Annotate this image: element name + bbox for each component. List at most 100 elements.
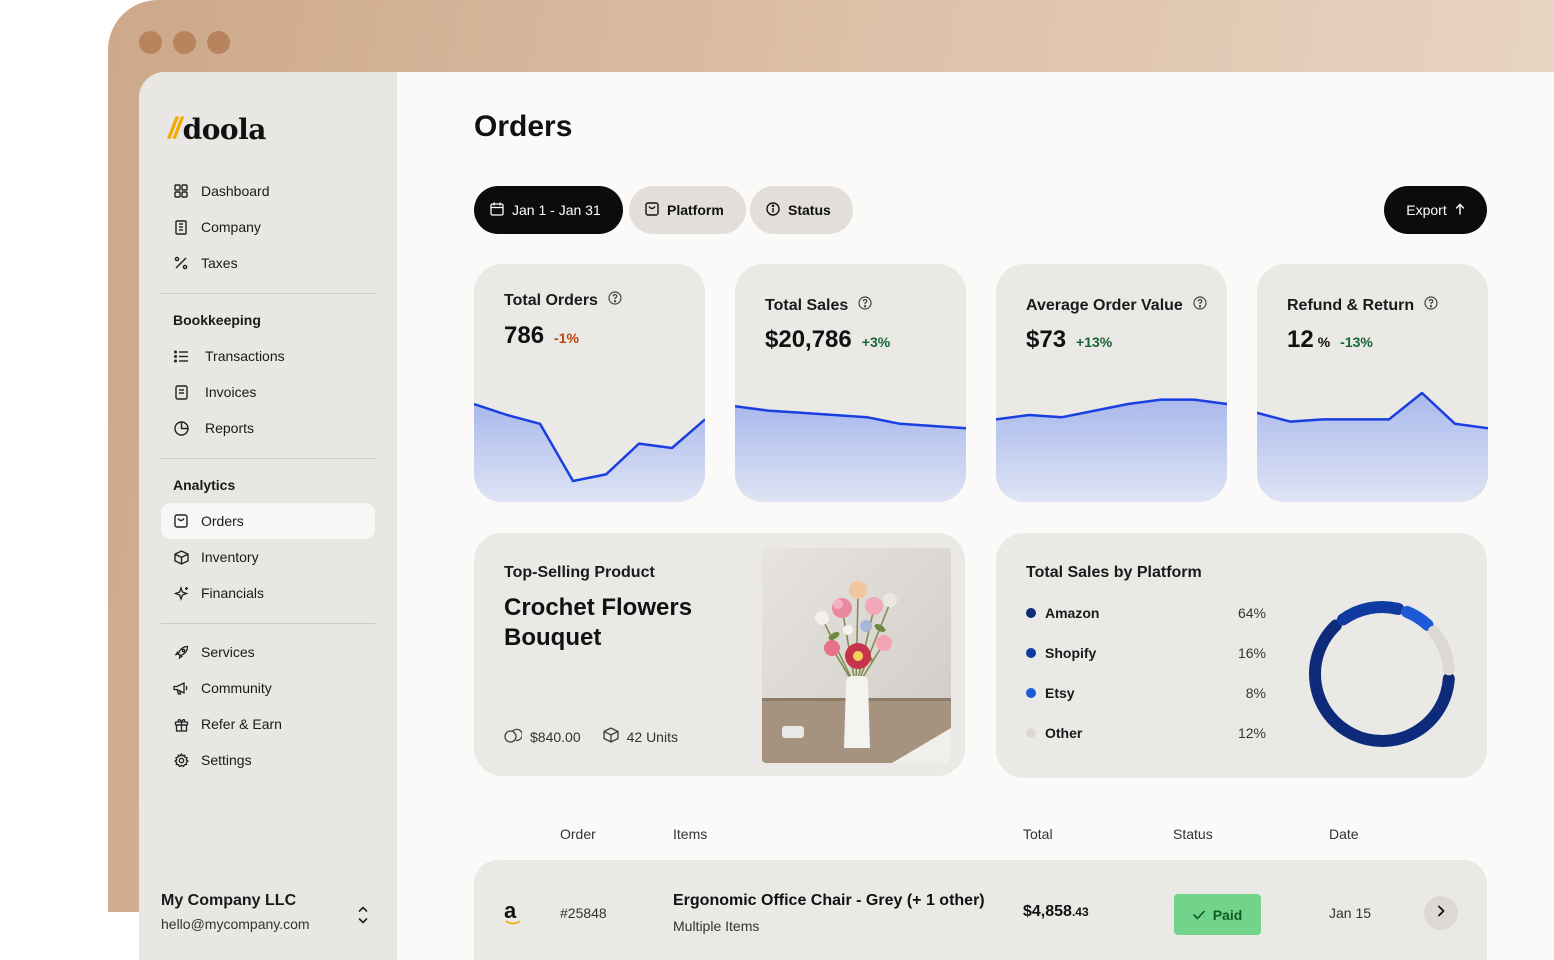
row-open-button[interactable]: [1424, 896, 1458, 930]
column-header-items[interactable]: Items: [673, 826, 708, 842]
section-title-analytics: Analytics: [173, 477, 236, 493]
product-photo: [762, 548, 951, 763]
sidebar-item-orders[interactable]: Orders: [161, 503, 375, 539]
kpi-value: $73: [1026, 326, 1067, 353]
platform-card-title: Total Sales by Platform: [1026, 564, 1202, 581]
kpi-card-average-order-value[interactable]: Average Order Value $73 +13%: [996, 264, 1227, 502]
kpi-title: Refund & Return: [1287, 296, 1415, 314]
platform-value: 12%: [1237, 725, 1266, 741]
company-email: hello@mycompany.com: [161, 916, 310, 932]
sparkline-total-orders: [474, 402, 705, 502]
sidebar-item-label: Services: [201, 644, 255, 660]
sidebar: // doola Dashboard Company Taxes Bookkee…: [139, 72, 397, 960]
sidebar-divider: [161, 458, 375, 459]
window-close-dot[interactable]: [139, 31, 162, 54]
top-selling-product-name: Crochet Flowers Bouquet: [504, 594, 693, 651]
sidebar-item-company[interactable]: Company: [161, 209, 375, 245]
export-button[interactable]: Export: [1384, 186, 1487, 234]
order-total: $4,858.43: [1023, 903, 1089, 921]
platform-donut-chart: [1309, 601, 1455, 747]
kpi-delta: +13%: [1076, 334, 1113, 350]
sparkline-area: [1257, 393, 1488, 502]
sidebar-item-label: Community: [201, 680, 272, 696]
sidebar-divider: [161, 293, 375, 294]
kpi-delta: -1%: [554, 330, 579, 346]
help-icon[interactable]: [608, 291, 622, 310]
kpi-card-refund-return[interactable]: Refund & Return 12% -13%: [1257, 264, 1488, 502]
sales-by-platform-card[interactable]: Total Sales by Platform Amazon 64% Shopi…: [996, 533, 1487, 778]
kpi-card-total-orders[interactable]: Total Orders 786 -1%: [474, 264, 705, 502]
logo-mark: //: [168, 112, 182, 145]
sidebar-item-reports[interactable]: Reports: [161, 410, 375, 446]
page-title: Orders: [474, 110, 573, 143]
platform-row-shopify: Shopify 16%: [1026, 645, 1266, 661]
orders-icon: [173, 513, 189, 529]
sidebar-item-refer-earn[interactable]: Refer & Earn: [161, 706, 375, 742]
sidebar-item-financials[interactable]: Financials: [161, 575, 375, 611]
donut-slice-shopify[interactable]: [1337, 601, 1405, 626]
coins-icon: [504, 727, 523, 746]
box-icon: [173, 549, 189, 565]
column-header-date[interactable]: Date: [1329, 826, 1359, 842]
legend-dot: [1026, 608, 1036, 618]
platform-name: Shopify: [1045, 645, 1097, 661]
help-icon[interactable]: [1424, 296, 1438, 315]
grid-icon: [173, 183, 189, 199]
kpi-card-total-sales[interactable]: Total Sales $20,786 +3%: [735, 264, 966, 502]
legend-dot: [1026, 688, 1036, 698]
platform-value: 8%: [1245, 685, 1266, 701]
sidebar-item-settings[interactable]: Settings: [161, 742, 375, 778]
sidebar-item-dashboard[interactable]: Dashboard: [161, 173, 375, 209]
sidebar-item-community[interactable]: Community: [161, 670, 375, 706]
gift-icon: [173, 716, 189, 732]
top-selling-units: 42 Units: [626, 728, 678, 745]
megaphone-icon: [173, 680, 189, 696]
kpi-title: Average Order Value: [1026, 296, 1183, 314]
legend-dot: [1026, 648, 1036, 658]
table-row[interactable]: a #25848 Ergonomic Office Chair - Grey (…: [474, 860, 1487, 960]
brand-logo[interactable]: // doola: [168, 112, 266, 146]
status-filter[interactable]: Status: [750, 186, 853, 234]
kpi-title: Total Orders: [504, 291, 598, 309]
sidebar-item-invoices[interactable]: Invoices: [161, 374, 375, 410]
date-range-filter[interactable]: Jan 1 - Jan 31: [474, 186, 623, 234]
company-switcher[interactable]: My Company LLC hello@mycompany.com: [161, 892, 310, 932]
kpi-value: 786: [504, 322, 545, 349]
sidebar-item-transactions[interactable]: Transactions: [161, 338, 375, 374]
chevron-up-down-icon[interactable]: [355, 904, 371, 926]
donut-slice-amazon[interactable]: [1309, 619, 1455, 747]
sparkline-line: [996, 398, 1227, 421]
platform-value: 16%: [1237, 645, 1266, 661]
donut-slice-etsy[interactable]: [1401, 605, 1434, 631]
column-header-total[interactable]: Total: [1023, 826, 1053, 842]
kpi-value: 12: [1287, 326, 1314, 353]
orders-icon: [645, 201, 659, 219]
platform-value: 64%: [1237, 605, 1266, 621]
window-controls: [139, 31, 230, 54]
sidebar-item-inventory[interactable]: Inventory: [161, 539, 375, 575]
order-total-main: $4,858: [1023, 903, 1072, 920]
sparkle-icon: [173, 585, 189, 601]
arrow-up-icon: [1455, 202, 1465, 218]
status-label: Paid: [1212, 906, 1243, 923]
status-badge: Paid: [1174, 894, 1261, 935]
sparkline-line: [474, 402, 705, 483]
donut-slice-other[interactable]: [1427, 625, 1455, 676]
column-header-status[interactable]: Status: [1173, 826, 1213, 842]
kpi-delta: -13%: [1340, 334, 1373, 350]
sidebar-item-label: Settings: [201, 752, 252, 768]
platform-filter[interactable]: Platform: [629, 186, 746, 234]
help-icon[interactable]: [858, 296, 872, 315]
help-icon[interactable]: [1193, 296, 1207, 315]
window-maximize-dot[interactable]: [207, 31, 230, 54]
window-minimize-dot[interactable]: [173, 31, 196, 54]
chevron-right-icon: [1437, 904, 1445, 922]
platform-name: Etsy: [1045, 685, 1075, 701]
sparkline-area: [735, 406, 966, 502]
sidebar-item-services[interactable]: Services: [161, 634, 375, 670]
column-header-order[interactable]: Order: [560, 826, 596, 842]
top-selling-product-card[interactable]: Top-Selling Product Crochet Flowers Bouq…: [474, 533, 965, 776]
sidebar-item-taxes[interactable]: Taxes: [161, 245, 375, 281]
sparkline-area: [996, 399, 1227, 502]
sidebar-item-label: Refer & Earn: [201, 716, 282, 732]
